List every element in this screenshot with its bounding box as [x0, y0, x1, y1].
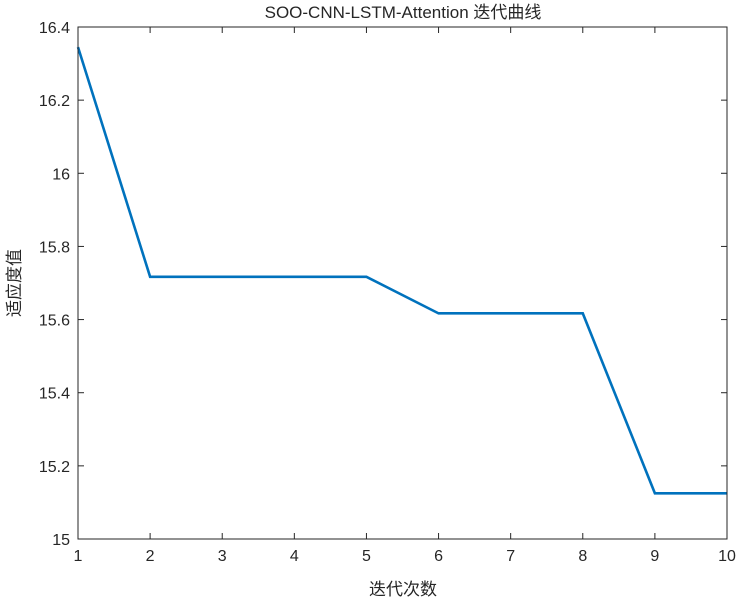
x-tick-label: 2	[146, 548, 155, 565]
y-tick-label: 16.2	[39, 93, 70, 110]
x-tick-label: 9	[650, 548, 659, 565]
y-tick-label: 15	[52, 532, 70, 549]
y-axis-label: 适应度值	[5, 249, 24, 317]
y-tick-label: 15.2	[39, 459, 70, 476]
x-tick-label: 1	[74, 548, 83, 565]
x-tick-label: 3	[218, 548, 227, 565]
x-tick-label: 10	[718, 548, 736, 565]
x-tick-label: 8	[578, 548, 587, 565]
x-tick-label: 7	[506, 548, 515, 565]
y-tick-label: 16.4	[39, 20, 70, 37]
x-tick-label: 4	[290, 548, 299, 565]
y-tick-label: 16	[52, 166, 70, 183]
x-tick-label: 6	[434, 548, 443, 565]
y-tick-label: 15.4	[39, 386, 70, 403]
x-axis-label: 迭代次数	[369, 580, 437, 599]
x-tick-label: 5	[362, 548, 371, 565]
y-tick-label: 15.8	[39, 239, 70, 256]
chart-title: SOO-CNN-LSTM-Attention 迭代曲线	[265, 3, 542, 22]
y-tick-label: 15.6	[39, 313, 70, 330]
